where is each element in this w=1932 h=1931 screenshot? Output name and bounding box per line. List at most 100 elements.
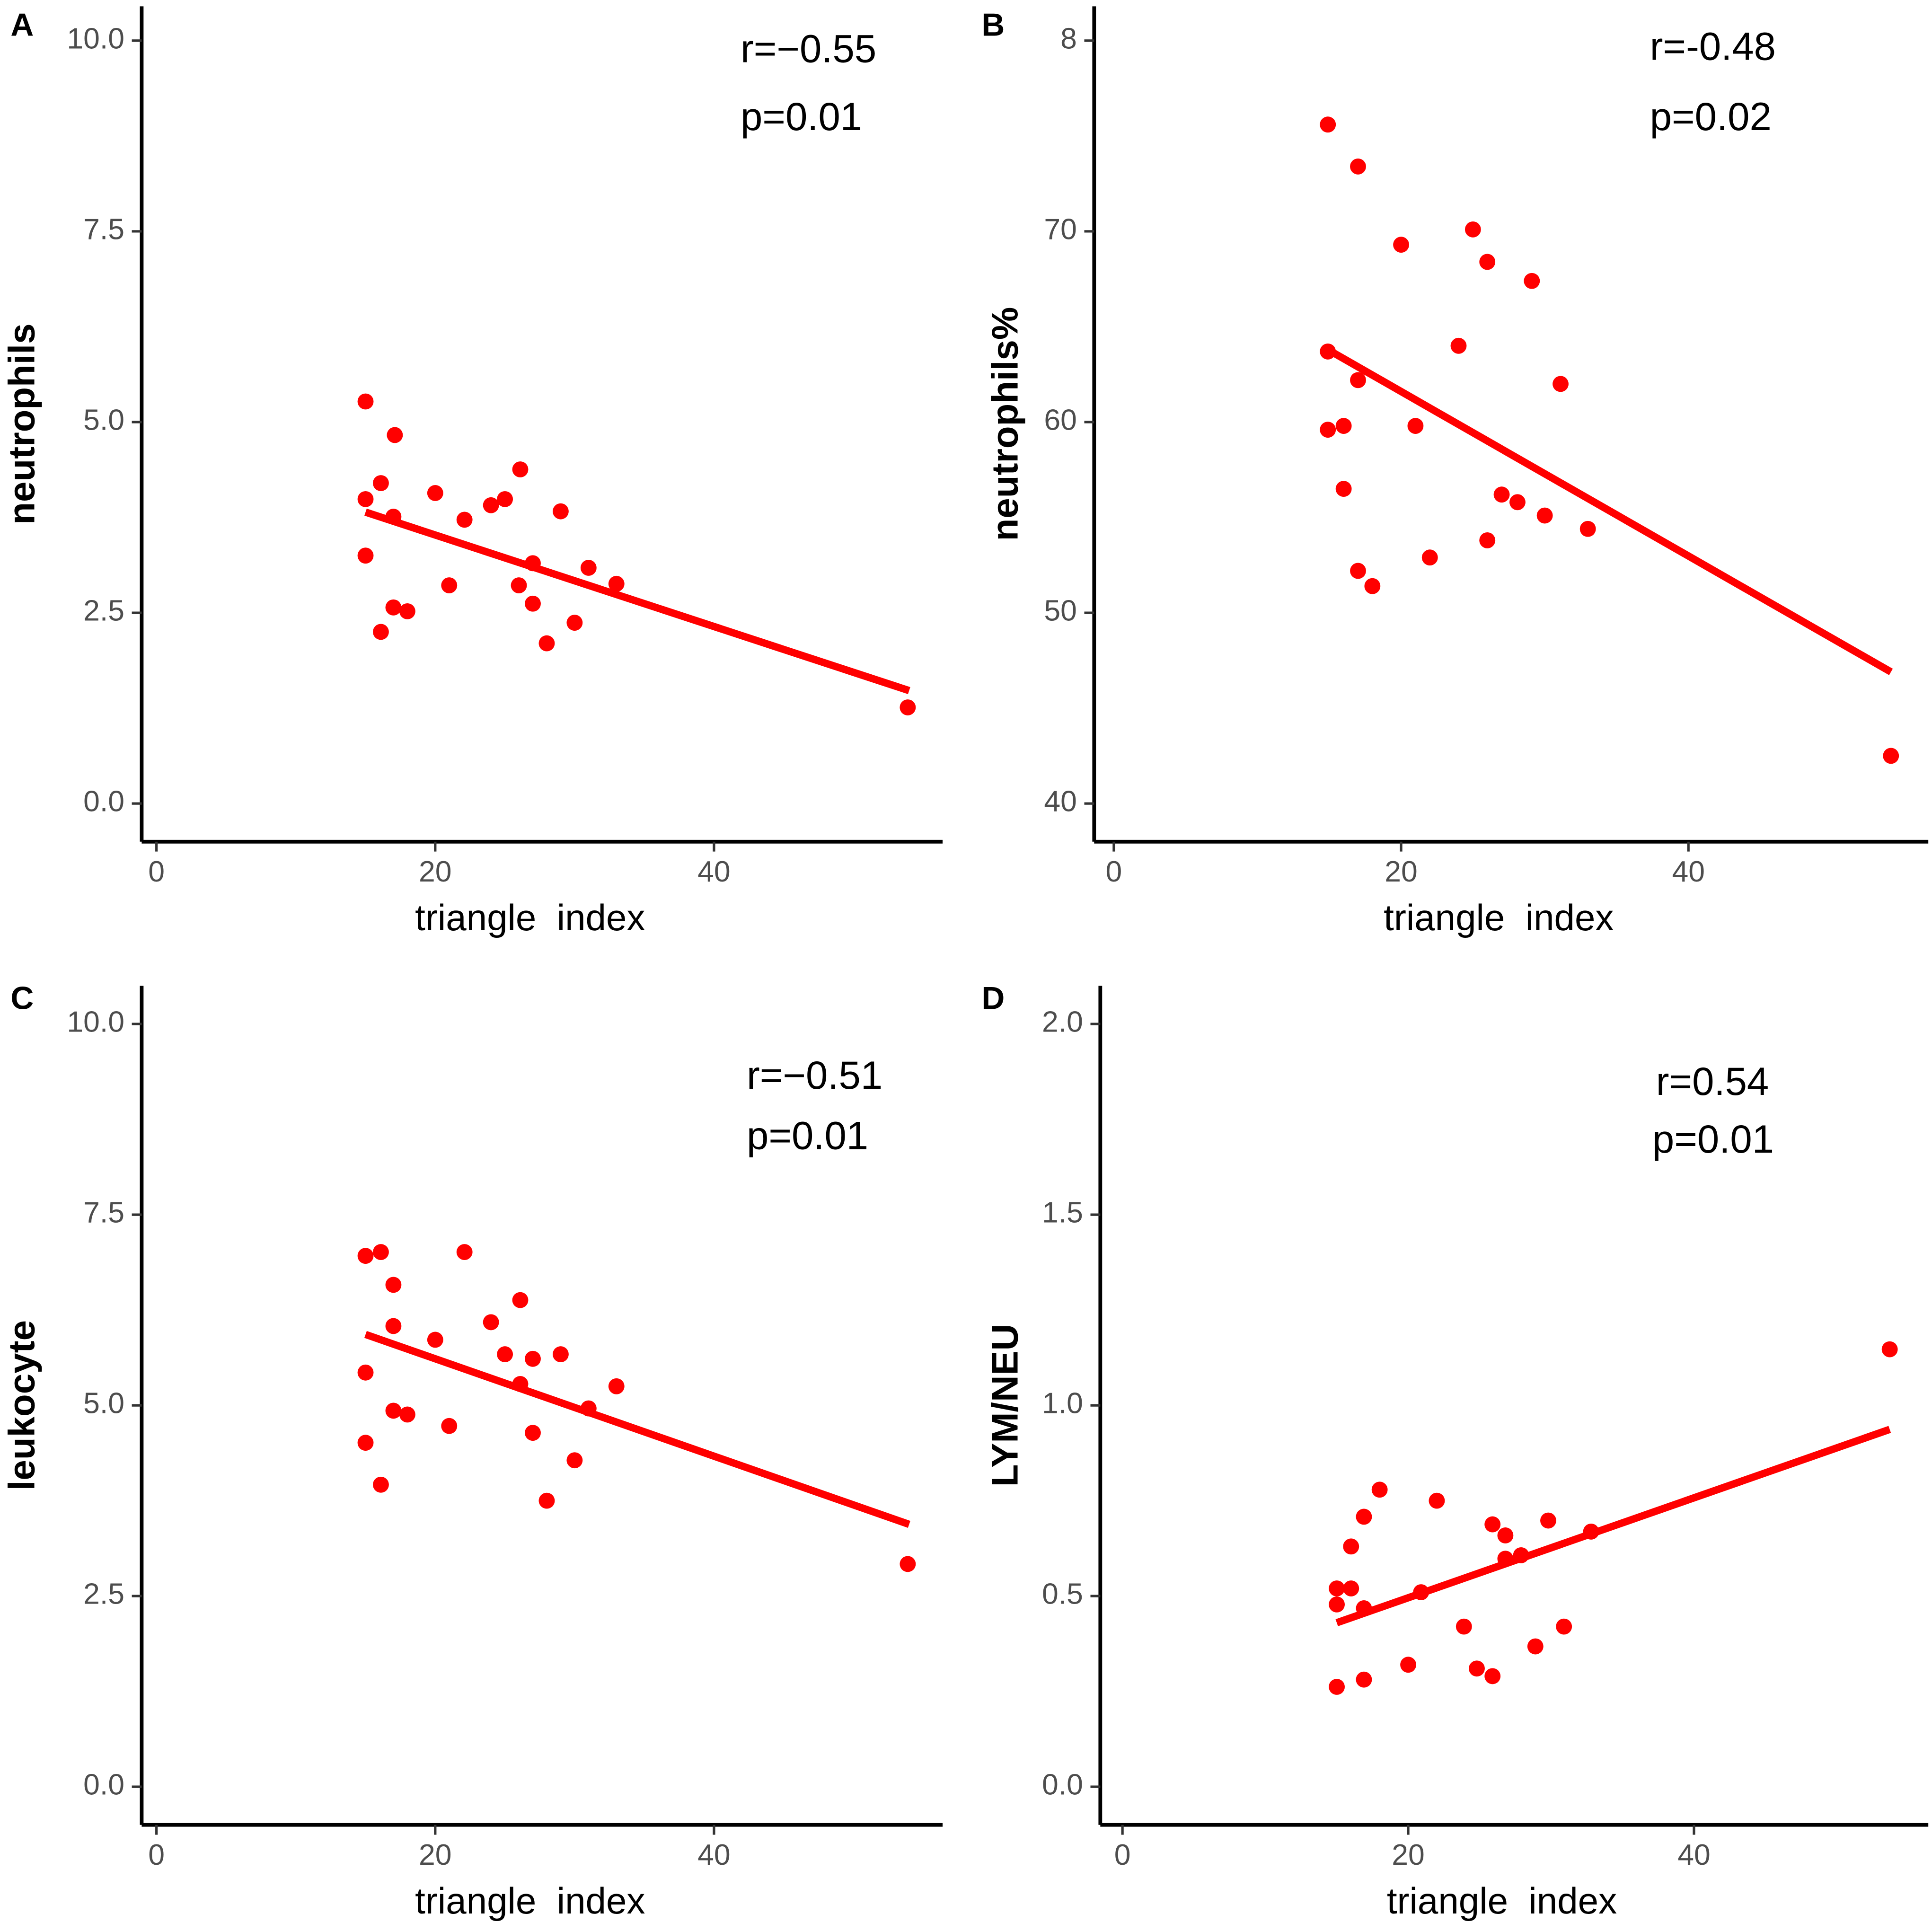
point: [900, 699, 916, 715]
point: [373, 1244, 389, 1261]
annotation: p=0.01: [747, 1113, 868, 1157]
point: [1524, 273, 1540, 289]
annotation: p=0.01: [741, 95, 862, 139]
y-tick-label: 10.0: [67, 1005, 124, 1039]
point: [525, 1350, 541, 1367]
point: [357, 1435, 374, 1451]
point: [608, 1378, 625, 1394]
point: [538, 1492, 555, 1509]
panel-label: C: [10, 981, 34, 1016]
annotation: r=0.54: [1656, 1059, 1769, 1103]
point: [1536, 507, 1553, 524]
x-axis-title: triangle index: [415, 897, 645, 938]
point: [1479, 254, 1496, 270]
point: [1343, 1538, 1359, 1555]
fit-line: [364, 1331, 910, 1528]
point: [1393, 237, 1409, 253]
point: [385, 599, 402, 616]
point: [538, 635, 555, 652]
point: [1579, 520, 1596, 537]
x-tick-label: 20: [1385, 855, 1418, 888]
point: [900, 1556, 916, 1572]
y-tick-label: 0.0: [83, 1768, 124, 1801]
y-axis-title: neutrophils%: [984, 307, 1026, 541]
annotation: p=0.02: [1650, 95, 1772, 139]
point: [552, 503, 569, 520]
x-tick-label: 40: [697, 855, 731, 888]
point: [1497, 1527, 1514, 1543]
point: [1421, 549, 1438, 566]
y-tick-label: 2.0: [1042, 1005, 1083, 1039]
fit-line: [364, 508, 910, 694]
y-tick-label: 70: [1044, 212, 1077, 246]
point: [1450, 337, 1467, 354]
y-tick-label: 0.0: [1042, 1768, 1083, 1801]
y-tick-label: 60: [1044, 404, 1077, 437]
point: [385, 1318, 402, 1334]
y-tick-label: 1.5: [1042, 1196, 1083, 1229]
x-tick-label: 0: [1106, 855, 1122, 888]
point: [552, 1346, 569, 1363]
point: [525, 595, 541, 612]
x-axis-title: triangle index: [1384, 897, 1614, 938]
point: [1350, 563, 1366, 579]
x-tick-label: 0: [148, 855, 165, 888]
point: [1556, 1618, 1572, 1635]
point: [1356, 1671, 1372, 1688]
point: [357, 393, 374, 410]
y-tick-label: 2.5: [83, 1578, 124, 1611]
y-tick-label: 1.0: [1042, 1387, 1083, 1420]
y-tick-label: 8: [1060, 22, 1077, 55]
point: [1464, 221, 1481, 238]
point: [1356, 1508, 1372, 1525]
point: [512, 1292, 529, 1308]
point: [1320, 116, 1336, 133]
point: [399, 603, 415, 619]
y-tick-label: 0.5: [1042, 1578, 1083, 1611]
x-tick-label: 0: [148, 1838, 165, 1871]
y-tick-label: 0.0: [83, 785, 124, 818]
point: [1335, 481, 1352, 497]
y-axis-title: LYM/NEU: [984, 1324, 1026, 1487]
point: [1540, 1512, 1556, 1529]
point: [483, 1314, 499, 1331]
point: [1456, 1618, 1472, 1635]
point: [1400, 1657, 1416, 1673]
point: [580, 560, 597, 576]
point: [566, 1452, 583, 1469]
point: [1329, 1580, 1345, 1596]
point: [373, 1476, 389, 1493]
point: [1329, 1596, 1345, 1613]
x-tick-label: 40: [1672, 855, 1705, 888]
panel-label: B: [981, 7, 1005, 43]
annotation: p=0.01: [1652, 1117, 1774, 1161]
y-axis-title: leukocyte: [1, 1320, 43, 1490]
y-tick-label: 7.5: [83, 212, 124, 246]
point: [427, 485, 443, 501]
y-tick-label: 7.5: [83, 1196, 124, 1229]
fit-line: [1335, 1426, 1891, 1626]
panel-label: A: [10, 7, 34, 43]
point: [1371, 1481, 1388, 1498]
point: [608, 575, 625, 592]
point: [373, 624, 389, 640]
point: [511, 577, 527, 593]
point: [1343, 1580, 1359, 1596]
x-tick-label: 0: [1114, 1838, 1131, 1871]
point: [1479, 532, 1496, 548]
y-tick-label: 5.0: [83, 1387, 124, 1420]
point: [1493, 486, 1510, 503]
y-tick-label: 10.0: [67, 22, 124, 55]
point: [1350, 158, 1366, 175]
annotation: r=-0.48: [1650, 24, 1776, 68]
point: [441, 1418, 458, 1434]
x-tick-label: 20: [419, 855, 452, 888]
point: [1553, 376, 1569, 392]
point: [1881, 1341, 1898, 1358]
point: [427, 1331, 443, 1348]
point: [357, 491, 374, 507]
point: [456, 1244, 473, 1261]
point: [387, 427, 403, 443]
x-tick-label: 40: [697, 1838, 731, 1871]
